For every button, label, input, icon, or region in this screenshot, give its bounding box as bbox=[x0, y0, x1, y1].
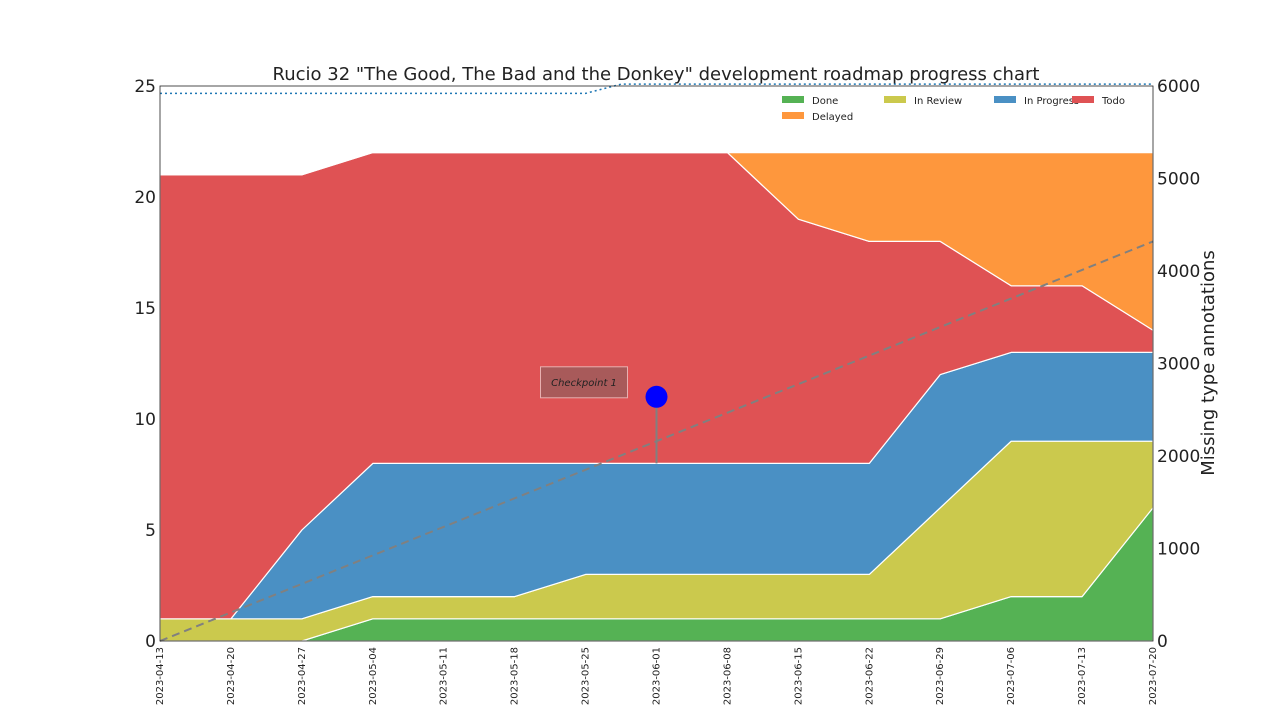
y2-tick-label: 6000 bbox=[1157, 77, 1200, 97]
left-axis-ticks: 0 5 10 15 20 25 bbox=[134, 77, 156, 652]
y2-tick-label: 2000 bbox=[1157, 447, 1200, 467]
y2-tick-label: 0 bbox=[1157, 632, 1168, 652]
x-tick-label: 2023-05-25 bbox=[581, 647, 592, 705]
legend-label-done: Done bbox=[812, 96, 838, 107]
checkpoint-annotation: Checkpoint 1 bbox=[540, 366, 668, 464]
x-tick-label: 2023-07-06 bbox=[1006, 647, 1017, 705]
y2-tick-label: 5000 bbox=[1157, 170, 1200, 190]
right-axis-ticks: 0 1000 2000 3000 4000 5000 6000 bbox=[1157, 77, 1200, 652]
stacked-areas bbox=[159, 152, 1154, 642]
line-missing-annotations bbox=[160, 83, 1153, 95]
y-tick-label: 0 bbox=[145, 632, 156, 652]
x-tick-label: 2023-06-29 bbox=[935, 647, 946, 705]
legend-label-in-progress: In Progress bbox=[1024, 96, 1079, 107]
legend: Done In Review In Progress Todo Delayed bbox=[782, 96, 1125, 123]
x-tick-label: 2023-07-20 bbox=[1148, 647, 1159, 705]
y-tick-label: 20 bbox=[134, 188, 156, 208]
x-axis-ticks: 2023-04-13 2023-04-20 2023-04-27 2023-05-04… bbox=[155, 647, 1159, 705]
annotation-box bbox=[540, 366, 628, 399]
chart-title: Rucio 32 "The Good, The Bad and the Donk… bbox=[273, 64, 1040, 85]
legend-label-todo: Todo bbox=[1101, 96, 1125, 107]
x-tick-label: 2023-06-22 bbox=[864, 647, 875, 705]
x-tick-label: 2023-05-11 bbox=[439, 647, 450, 705]
x-tick-label: 2023-04-27 bbox=[297, 647, 308, 705]
x-tick-label: 2023-06-08 bbox=[722, 647, 733, 705]
legend-swatch-done bbox=[782, 96, 804, 103]
x-tick-label: 2023-07-13 bbox=[1077, 647, 1088, 705]
legend-swatch-in-review bbox=[884, 96, 906, 103]
x-tick-label: 2023-06-15 bbox=[793, 647, 804, 705]
legend-label-delayed: Delayed bbox=[812, 112, 853, 123]
legend-swatch-in-progress bbox=[994, 96, 1016, 103]
y-tick-label: 25 bbox=[134, 77, 156, 97]
annotation-label: Checkpoint 1 bbox=[551, 378, 617, 389]
y2-tick-label: 1000 bbox=[1157, 540, 1200, 560]
legend-swatch-delayed bbox=[782, 112, 804, 119]
x-tick-label: 2023-06-01 bbox=[652, 647, 663, 705]
y-tick-label: 15 bbox=[134, 299, 156, 319]
y-tick-label: 5 bbox=[145, 521, 156, 541]
y-tick-label: 10 bbox=[134, 410, 156, 430]
plot-frame bbox=[159, 85, 1154, 642]
y2-tick-label: 3000 bbox=[1157, 355, 1200, 375]
x-tick-label: 2023-04-13 bbox=[155, 647, 166, 705]
y2-tick-label: 4000 bbox=[1157, 262, 1200, 282]
x-tick-label: 2023-04-20 bbox=[226, 647, 237, 705]
x-tick-label: 2023-05-18 bbox=[510, 647, 521, 705]
checkpoint-marker bbox=[645, 385, 668, 408]
x-tick-label: 2023-05-04 bbox=[368, 647, 379, 705]
right-axis-label: Missing type annotations bbox=[1198, 250, 1219, 476]
legend-label-in-review: In Review bbox=[914, 96, 962, 107]
legend-swatch-todo bbox=[1072, 96, 1094, 103]
